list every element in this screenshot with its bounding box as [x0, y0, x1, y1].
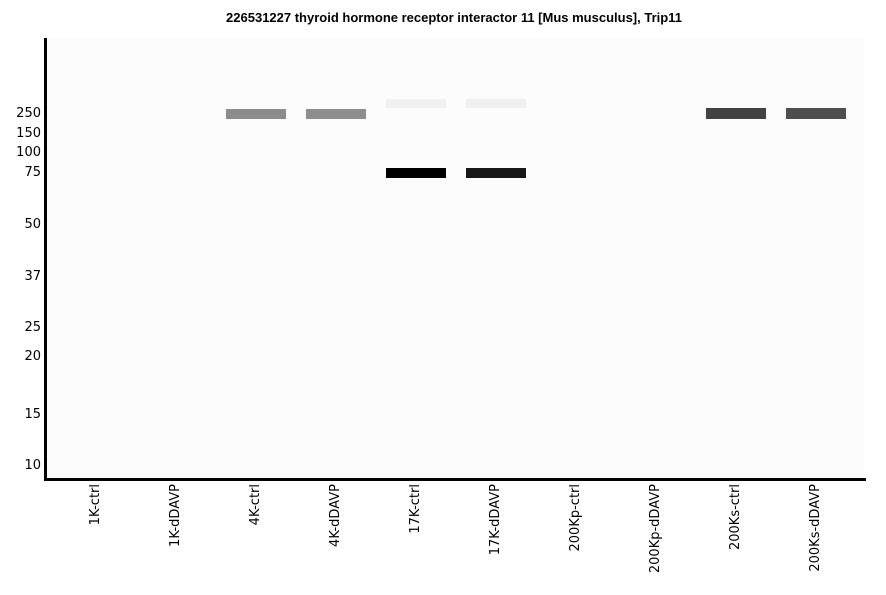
chart-title: 226531227 thyroid hormone receptor inter…	[226, 10, 682, 25]
x-lane-label-200Ks-dDAVP: 200Ks-dDAVP	[808, 484, 823, 572]
y-tick-label-15: 15	[24, 407, 41, 422]
y-axis-line	[44, 38, 47, 481]
x-lane-label-17K-dDAVP: 17K-dDAVP	[488, 484, 503, 556]
gel-band-200Ks-dDAVP-250kda	[786, 108, 846, 119]
x-lane-label-200Kp-ctrl: 200Kp-ctrl	[568, 484, 583, 552]
x-lane-label-200Ks-ctrl: 200Ks-ctrl	[728, 484, 743, 551]
y-tick-label-20: 20	[24, 349, 41, 364]
y-tick-label-250: 250	[16, 106, 41, 121]
x-axis-line	[44, 478, 866, 481]
plot-area	[47, 38, 864, 478]
y-tick-label-100: 100	[16, 145, 41, 160]
y-tick-label-75: 75	[24, 165, 41, 180]
gel-band-17K-ctrl-250kda	[386, 99, 446, 108]
x-lane-label-4K-ctrl: 4K-ctrl	[248, 484, 263, 526]
x-lane-label-200Kp-dDAVP: 200Kp-dDAVP	[648, 484, 663, 574]
gel-band-17K-dDAVP-250kda	[466, 99, 526, 108]
y-tick-label-25: 25	[24, 320, 41, 335]
gel-band-4K-ctrl-250kda	[226, 109, 286, 119]
gel-band-17K-dDAVP-75kda	[466, 168, 526, 178]
x-lane-label-1K-dDAVP: 1K-dDAVP	[168, 484, 183, 547]
y-tick-label-50: 50	[24, 217, 41, 232]
gel-band-200Ks-ctrl-250kda	[706, 108, 766, 119]
y-tick-label-37: 37	[24, 269, 41, 284]
gel-band-4K-dDAVP-250kda	[306, 109, 366, 119]
x-lane-label-4K-dDAVP: 4K-dDAVP	[328, 484, 343, 547]
gel-band-17K-ctrl-75kda	[386, 168, 446, 178]
x-lane-label-17K-ctrl: 17K-ctrl	[408, 484, 423, 534]
y-tick-label-10: 10	[24, 458, 41, 473]
y-tick-label-150: 150	[16, 126, 41, 141]
x-lane-label-1K-ctrl: 1K-ctrl	[88, 484, 103, 526]
